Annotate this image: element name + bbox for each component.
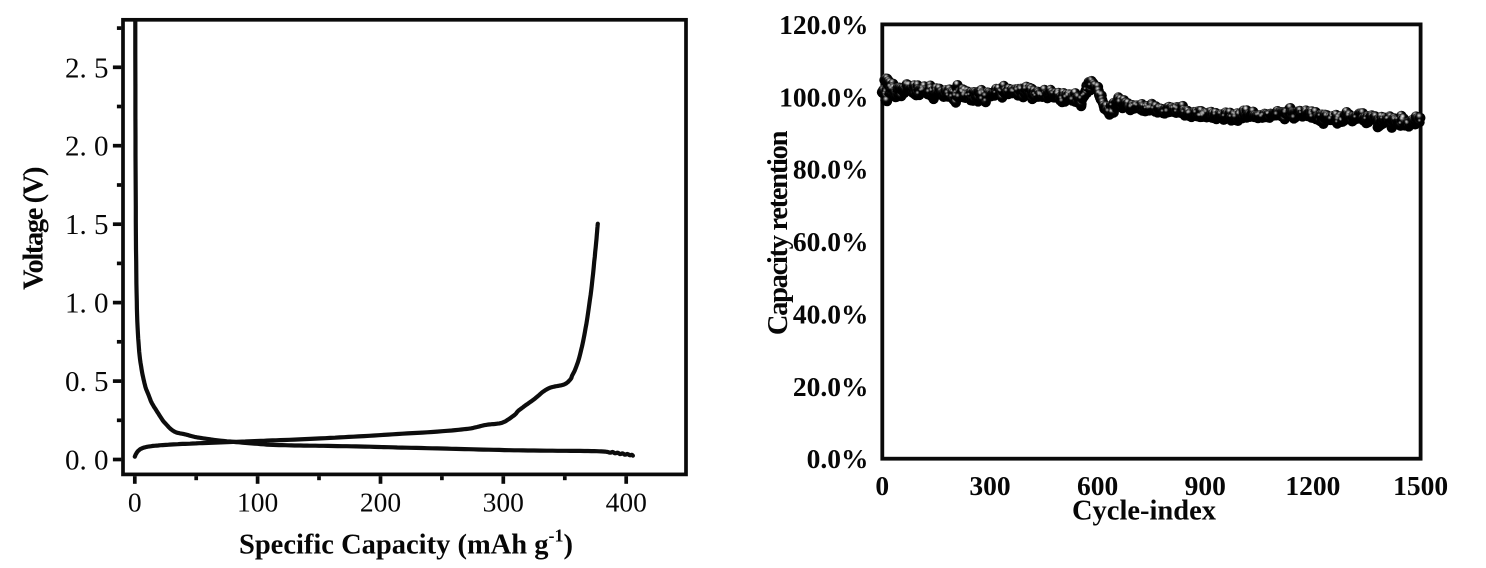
svg-text:Capacity retention: Capacity retention (763, 130, 794, 335)
svg-text:100: 100 (237, 487, 278, 518)
svg-text:60.0%: 60.0% (793, 226, 869, 257)
svg-text:40.0%: 40.0% (793, 298, 869, 329)
svg-text:20.0%: 20.0% (793, 371, 869, 402)
svg-text:300: 300 (969, 470, 1010, 501)
svg-text:600: 600 (1077, 470, 1118, 501)
svg-text:200: 200 (360, 487, 401, 518)
svg-text:2. 5: 2. 5 (65, 52, 109, 84)
svg-text:0: 0 (875, 470, 889, 501)
svg-text:Cycle-index: Cycle-index (1072, 496, 1217, 527)
svg-text:1500: 1500 (1393, 470, 1448, 501)
svg-text:0.0%: 0.0% (807, 443, 869, 474)
svg-text:80.0%: 80.0% (793, 154, 869, 185)
svg-text:Voltage (V): Voltage (V) (19, 167, 50, 290)
svg-text:400: 400 (606, 487, 647, 518)
svg-text:1200: 1200 (1285, 470, 1340, 501)
svg-text:2. 0: 2. 0 (65, 131, 109, 163)
svg-text:100.0%: 100.0% (779, 81, 868, 112)
svg-text:0: 0 (128, 487, 142, 518)
svg-text:Specific Capacity (mAh g-1): Specific Capacity (mAh g-1) (239, 526, 573, 561)
svg-text:900: 900 (1185, 470, 1226, 501)
svg-text:120.0%: 120.0% (779, 9, 868, 40)
svg-text:1. 0: 1. 0 (65, 288, 109, 320)
svg-text:0. 0: 0. 0 (65, 445, 109, 477)
svg-text:1. 5: 1. 5 (65, 209, 109, 241)
svg-text:0. 5: 0. 5 (65, 366, 109, 398)
svg-text:300: 300 (483, 487, 524, 518)
